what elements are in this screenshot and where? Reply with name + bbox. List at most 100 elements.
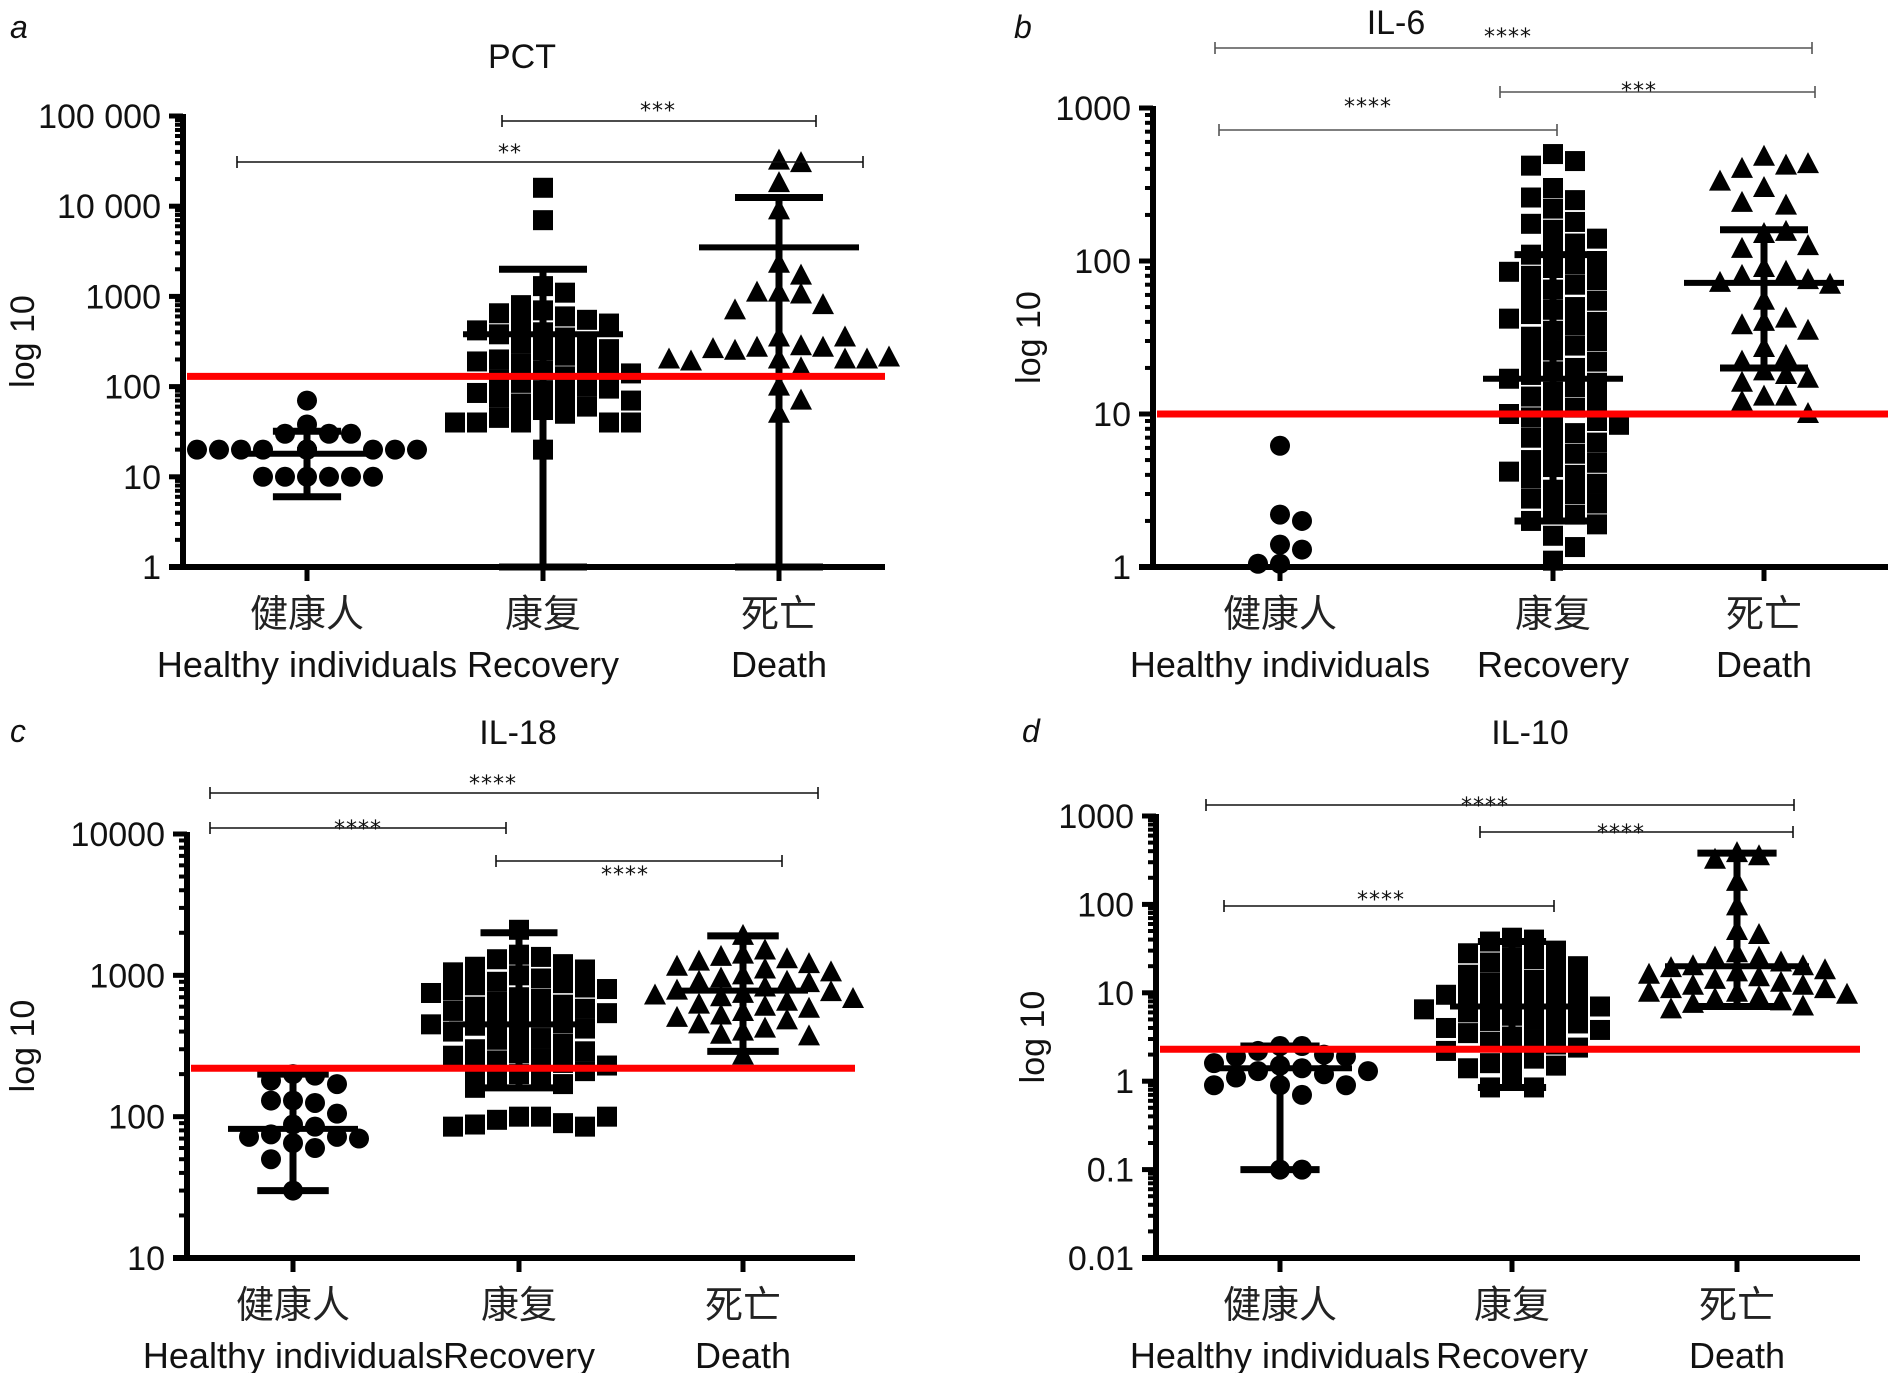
data-point xyxy=(1775,343,1797,365)
data-point xyxy=(666,1005,688,1027)
data-point xyxy=(553,1033,573,1054)
data-point xyxy=(511,353,531,374)
y-axis-label: log 10 xyxy=(4,1000,42,1093)
data-point xyxy=(443,1000,463,1021)
y-tick-label: 10 000 xyxy=(57,188,161,226)
panel-letter: d xyxy=(1022,713,1041,749)
data-point xyxy=(363,466,383,487)
data-point xyxy=(776,969,798,991)
data-point xyxy=(1458,964,1478,985)
data-point xyxy=(385,439,405,460)
data-point xyxy=(1587,391,1607,412)
x-tick-label-en: Death xyxy=(1689,1335,1785,1373)
data-point xyxy=(1521,345,1541,366)
data-point xyxy=(1521,304,1541,325)
data-point xyxy=(754,938,776,960)
panel-letter: b xyxy=(1014,9,1032,45)
data-point xyxy=(666,978,688,1000)
data-point xyxy=(341,466,361,487)
data-point xyxy=(1458,1058,1478,1079)
data-point xyxy=(1609,414,1629,435)
data-point xyxy=(1565,190,1585,211)
data-point xyxy=(319,466,339,487)
data-point xyxy=(1587,290,1607,311)
data-point xyxy=(489,349,509,370)
data-point xyxy=(1753,176,1775,198)
data-point xyxy=(812,293,834,315)
data-point xyxy=(1521,468,1541,489)
data-point xyxy=(531,1106,551,1127)
data-point xyxy=(1546,940,1566,961)
data-point xyxy=(327,1103,347,1124)
data-point xyxy=(261,1090,281,1111)
data-point xyxy=(1521,427,1541,448)
data-point xyxy=(1565,443,1585,464)
data-point xyxy=(531,989,551,1010)
x-tick-label-cn: 健康人 xyxy=(1223,592,1337,636)
data-point xyxy=(467,412,487,433)
x-tick-label-cn: 死亡 xyxy=(1699,1283,1775,1327)
data-point xyxy=(1458,982,1478,1003)
data-point xyxy=(305,1138,325,1159)
data-point xyxy=(834,347,856,369)
data-point xyxy=(798,996,820,1018)
x-tick-label-en: Healthy individuals xyxy=(1130,644,1430,685)
data-point xyxy=(688,992,710,1014)
significance-label: **** xyxy=(1484,25,1532,50)
data-point xyxy=(776,1008,798,1030)
data-point xyxy=(253,466,273,487)
y-tick-label: 0.01 xyxy=(1068,1240,1134,1278)
data-point xyxy=(1590,1019,1610,1040)
y-tick-label: 100 xyxy=(1074,243,1131,281)
data-point xyxy=(710,1022,732,1044)
data-point xyxy=(1565,335,1585,356)
data-point xyxy=(465,975,485,996)
data-point xyxy=(1748,923,1770,945)
data-point xyxy=(575,977,595,998)
data-point xyxy=(1292,510,1312,531)
data-point xyxy=(1587,251,1607,271)
data-point xyxy=(754,994,776,1016)
significance-label: *** xyxy=(1621,79,1657,104)
data-point xyxy=(533,210,553,231)
data-point xyxy=(187,439,207,460)
data-point xyxy=(621,390,641,411)
data-point xyxy=(1543,178,1563,199)
data-point xyxy=(597,1003,617,1024)
data-point xyxy=(443,1116,463,1137)
data-point xyxy=(1546,960,1566,981)
data-point xyxy=(1480,972,1500,993)
x-tick-label-en: Healthy individuals xyxy=(1130,1335,1430,1373)
data-point xyxy=(533,177,553,198)
data-point xyxy=(1524,1009,1544,1030)
data-point xyxy=(658,347,680,369)
data-point xyxy=(577,376,597,397)
data-point xyxy=(1270,504,1290,525)
significance-label: **** xyxy=(601,863,649,888)
data-point xyxy=(1524,949,1544,970)
y-tick-label: 100 xyxy=(1077,886,1134,924)
data-point xyxy=(465,1114,485,1135)
panel-c: c IL-18 log 10 10 100 1000 10000 健康人 Healthy ind… xyxy=(4,713,864,1373)
data-point xyxy=(1543,550,1563,571)
y-tick-label: 100 xyxy=(104,369,161,407)
data-point xyxy=(1524,969,1544,990)
data-point xyxy=(1704,987,1726,1009)
data-point xyxy=(746,280,768,302)
data-point xyxy=(702,337,724,359)
data-point xyxy=(724,338,746,360)
data-point xyxy=(1814,958,1836,980)
significance-label: **** xyxy=(1597,821,1645,846)
data-point xyxy=(1543,525,1563,546)
data-point xyxy=(487,1010,507,1031)
data-point xyxy=(1204,1075,1224,1096)
data-point xyxy=(776,947,798,969)
data-point xyxy=(487,1109,507,1130)
data-point xyxy=(599,412,619,433)
data-point xyxy=(1748,965,1770,987)
data-point xyxy=(1753,384,1775,406)
data-point xyxy=(1546,979,1566,1000)
data-point xyxy=(553,1113,573,1134)
data-point xyxy=(1480,952,1500,973)
x-tick-label-en: Recovery xyxy=(443,1335,595,1373)
